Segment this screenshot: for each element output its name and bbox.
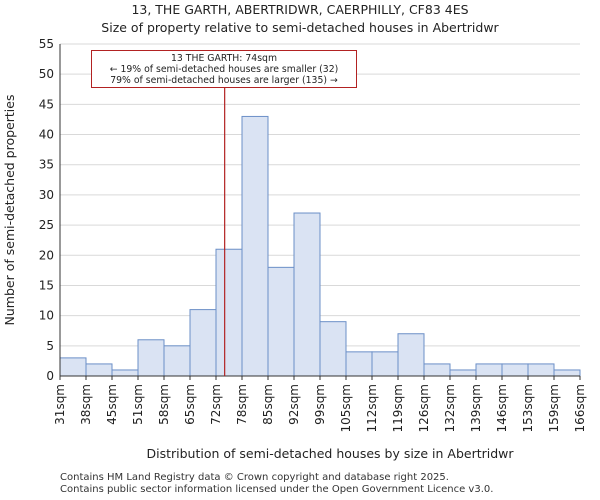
x-tick-label: 78sqm <box>235 384 249 425</box>
histogram-bar <box>319 321 347 377</box>
footer-copyright: Contains HM Land Registry data © Crown c… <box>60 472 449 483</box>
y-tick-label: 25 <box>39 218 54 232</box>
y-tick-label: 20 <box>39 248 54 262</box>
annotation-line-2: ← 19% of semi-detached houses are smalle… <box>109 64 339 75</box>
x-tick-label: 112sqm <box>365 384 379 432</box>
histogram-bar <box>345 351 373 377</box>
annotation-line-1: 13 THE GARTH: 74sqm <box>170 53 278 64</box>
y-tick-label: 30 <box>39 188 54 202</box>
histogram-bar <box>527 363 555 377</box>
x-axis-title: Distribution of semi-detached houses by … <box>146 446 514 461</box>
chart-title-address: 13, THE GARTH, ABERTRIDWR, CAERPHILLY, C… <box>131 2 469 17</box>
histogram-bar <box>397 333 425 377</box>
y-tick-label: 35 <box>39 158 54 172</box>
y-tick-label: 0 <box>46 369 54 383</box>
y-tick-label: 40 <box>39 128 54 142</box>
x-tick-label: 99sqm <box>313 384 327 425</box>
histogram-bar <box>475 363 503 377</box>
chart-title: Size of property relative to semi-detach… <box>101 20 499 35</box>
histogram-bar <box>163 345 191 377</box>
x-tick-label: 58sqm <box>157 384 171 425</box>
histogram-bar <box>215 248 243 377</box>
x-tick-label: 31sqm <box>53 384 67 425</box>
y-tick-label: 50 <box>39 67 54 81</box>
x-tick-label: 159sqm <box>547 384 561 432</box>
histogram-bar <box>501 363 529 377</box>
x-tick-label: 65sqm <box>183 384 197 425</box>
x-tick-label: 153sqm <box>521 384 535 432</box>
x-tick-label: 51sqm <box>131 384 145 425</box>
x-tick-label: 45sqm <box>105 384 119 425</box>
histogram-bar <box>111 369 139 377</box>
histogram-bar <box>267 266 295 377</box>
y-tick-label: 55 <box>39 37 54 51</box>
x-tick-label: 92sqm <box>287 384 301 425</box>
histogram-bar <box>371 351 399 377</box>
x-tick-label: 126sqm <box>417 384 431 432</box>
x-tick-label: 132sqm <box>443 384 457 432</box>
histogram-bar <box>293 212 321 377</box>
histogram-bar <box>449 369 477 377</box>
annotation-line-3: 79% of semi-detached houses are larger (… <box>110 75 338 86</box>
footer-licence: Contains public sector information licen… <box>60 484 494 495</box>
histogram-bar <box>423 363 451 377</box>
y-tick-label: 5 <box>46 339 54 353</box>
x-tick-label: 38sqm <box>79 384 93 425</box>
histogram-bar <box>59 357 87 377</box>
y-tick-label: 10 <box>39 309 54 323</box>
histogram-bar <box>137 339 165 377</box>
x-tick-label: 139sqm <box>469 384 483 432</box>
histogram-bar <box>241 115 269 377</box>
marker-annotation-box: 13 THE GARTH: 74sqm ← 19% of semi-detach… <box>91 50 357 88</box>
y-axis-title: Number of semi-detached properties <box>2 95 17 326</box>
histogram-bar <box>85 363 113 377</box>
x-tick-label: 85sqm <box>261 384 275 425</box>
histogram-bar <box>553 369 581 377</box>
x-tick-label: 105sqm <box>339 384 353 432</box>
y-tick-label: 45 <box>39 97 54 111</box>
x-tick-label: 166sqm <box>573 384 587 432</box>
y-tick-label: 15 <box>39 278 54 292</box>
x-tick-label: 119sqm <box>391 384 405 432</box>
x-tick-label: 72sqm <box>209 384 223 425</box>
histogram-bar <box>189 309 217 377</box>
x-tick-label: 146sqm <box>495 384 509 432</box>
